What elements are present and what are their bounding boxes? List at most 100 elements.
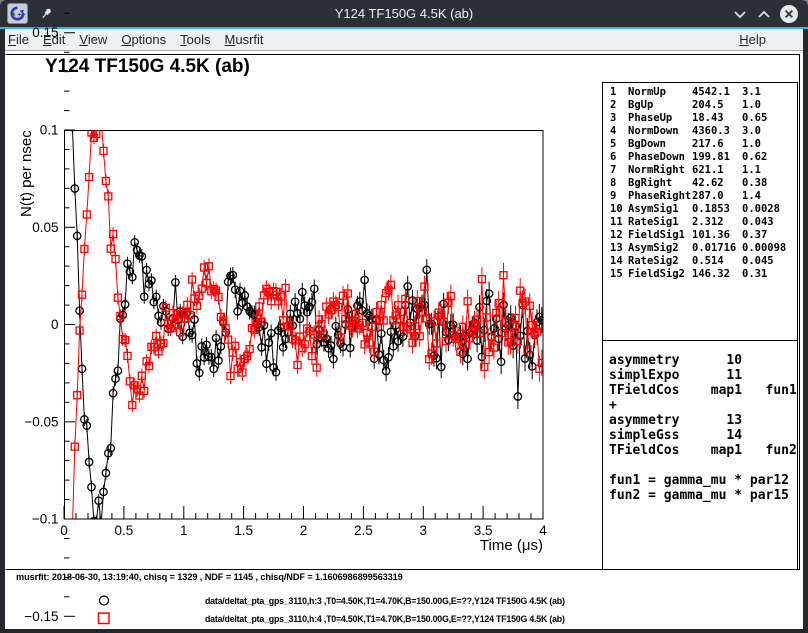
fit-param-error: 0.65 xyxy=(742,112,797,125)
fit-param-name: BgDown xyxy=(628,138,692,151)
fit-param-value: 18.43 xyxy=(692,112,742,125)
fit-param-name: NormUp xyxy=(628,86,692,99)
theory-box: asymmetry 10 simplExpo 11 TFieldCos map1… xyxy=(602,341,798,570)
fit-param-n: 7 xyxy=(610,164,628,177)
fit-param-name: PhaseDown xyxy=(628,151,692,164)
fit-param-value: 287.0 xyxy=(692,190,742,203)
fit-param-value: 217.6 xyxy=(692,138,742,151)
fit-param-error: 0.043 xyxy=(742,216,797,229)
legend-entry-label: data/deltat_pta_gps_3110,h:3 ,T0=4.50K,T… xyxy=(205,596,565,606)
fit-param-error: 3.0 xyxy=(742,125,797,138)
svg-text:−0.15: −0.15 xyxy=(24,609,58,624)
svg-text:4: 4 xyxy=(539,523,547,538)
fit-param-value: 0.01716 xyxy=(692,242,742,255)
fit-param-row: 11RateSig12.3120.043 xyxy=(603,216,797,229)
fit-param-error: 1.0 xyxy=(742,138,797,151)
fit-param-name: FieldSig2 xyxy=(628,268,692,281)
fit-param-row: 10AsymSig10.18530.0028 xyxy=(603,203,797,216)
svg-text:2.5: 2.5 xyxy=(354,523,373,538)
fit-param-error: 1.1 xyxy=(742,164,797,177)
fit-param-n: 12 xyxy=(610,229,628,242)
fit-param-error: 0.37 xyxy=(742,229,797,242)
fit-param-value: 146.32 xyxy=(692,268,742,281)
svg-text:−0.05: −0.05 xyxy=(24,414,58,429)
fit-param-row: 9PhaseRight287.01.4 xyxy=(603,190,797,203)
plot-title: Y124 TF150G 4.5K (ab) xyxy=(45,56,250,78)
fit-param-n: 6 xyxy=(610,151,628,164)
musrview-window: ++ Y124 TF150G 4.5K (ab) FileEditViewOpt… xyxy=(0,0,808,633)
svg-text:1.5: 1.5 xyxy=(234,523,253,538)
fit-param-error: 0.62 xyxy=(742,151,797,164)
fit-param-n: 8 xyxy=(610,177,628,190)
fit-param-value: 204.5 xyxy=(692,99,742,112)
svg-text:N(t) per nsec: N(t) per nsec xyxy=(18,130,35,217)
fit-param-value: 0.1853 xyxy=(692,203,742,216)
fit-param-n: 15 xyxy=(610,268,628,281)
fit-param-row: 14RateSig20.5140.045 xyxy=(603,255,797,268)
fit-param-row: 13AsymSig20.017160.00098 xyxy=(603,242,797,255)
fit-parameters-rows: 1NormUp4542.13.12BgUp204.51.03PhaseUp18.… xyxy=(603,83,797,281)
svg-text:1: 1 xyxy=(180,523,188,538)
fit-param-name: BgRight xyxy=(628,177,692,190)
fit-param-value: 101.36 xyxy=(692,229,742,242)
fit-param-value: 4360.3 xyxy=(692,125,742,138)
svg-text:2: 2 xyxy=(300,523,308,538)
svg-text:0.5: 0.5 xyxy=(115,523,134,538)
svg-text:0.05: 0.05 xyxy=(32,220,58,235)
fit-param-error: 3.1 xyxy=(742,86,797,99)
fit-param-error: 0.31 xyxy=(742,268,797,281)
fit-param-name: RateSig1 xyxy=(628,216,692,229)
fit-param-name: AsymSig2 xyxy=(628,242,692,255)
svg-text:0.1: 0.1 xyxy=(40,123,59,138)
svg-text:0: 0 xyxy=(60,523,68,538)
fit-param-n: 5 xyxy=(610,138,628,151)
fit-param-name: AsymSig1 xyxy=(628,203,692,216)
fit-param-name: NormRight xyxy=(628,164,692,177)
svg-text:3: 3 xyxy=(420,523,428,538)
fit-param-error: 0.045 xyxy=(742,255,797,268)
fit-param-n: 10 xyxy=(610,203,628,216)
fit-param-value: 2.312 xyxy=(692,216,742,229)
fit-param-n: 11 xyxy=(610,216,628,229)
fit-param-n: 4 xyxy=(610,125,628,138)
fit-param-n: 3 xyxy=(610,112,628,125)
fit-param-name: FieldSig1 xyxy=(628,229,692,242)
svg-text:0.15: 0.15 xyxy=(32,25,58,40)
theory-text: asymmetry 10 simplExpo 11 TFieldCos map1… xyxy=(603,341,797,503)
fit-param-value: 199.81 xyxy=(692,151,742,164)
fit-param-n: 14 xyxy=(610,255,628,268)
fit-param-error: 1.4 xyxy=(742,190,797,203)
fit-param-name: BgUp xyxy=(628,99,692,112)
fit-param-row: 4NormDown4360.33.0 xyxy=(603,125,797,138)
fit-param-value: 621.1 xyxy=(692,164,742,177)
fit-param-row: 7NormRight621.11.1 xyxy=(603,164,797,177)
fit-param-row: 3PhaseUp18.430.65 xyxy=(603,112,797,125)
fit-param-value: 42.62 xyxy=(692,177,742,190)
fit-param-row: 2BgUp204.51.0 xyxy=(603,99,797,112)
legend-entry-label: data/deltat_pta_gps_3110,h:4 ,T0=4.50K,T… xyxy=(205,614,565,624)
fit-parameters-box: 1NormUp4542.13.12BgUp204.51.03PhaseUp18.… xyxy=(602,82,798,341)
fit-param-row: 5BgDown217.61.0 xyxy=(603,138,797,151)
fit-param-name: PhaseUp xyxy=(628,112,692,125)
fit-param-name: NormDown xyxy=(628,125,692,138)
fit-param-error: 0.00098 xyxy=(742,242,797,255)
fit-status-text: musrfit: 2018-06-30, 13:19:40, chisq = 1… xyxy=(16,572,403,582)
svg-text:0: 0 xyxy=(51,317,59,332)
fit-param-row: 6PhaseDown199.810.62 xyxy=(603,151,797,164)
svg-text:Time (μs): Time (μs) xyxy=(480,537,543,554)
fit-param-error: 1.0 xyxy=(742,99,797,112)
svg-text:3.5: 3.5 xyxy=(474,523,493,538)
fit-param-row: 8BgRight42.620.38 xyxy=(603,177,797,190)
fit-param-error: 0.38 xyxy=(742,177,797,190)
fit-param-n: 13 xyxy=(610,242,628,255)
fit-param-row: 12FieldSig1101.360.37 xyxy=(603,229,797,242)
fit-param-n: 2 xyxy=(610,99,628,112)
fit-param-row: 1NormUp4542.13.1 xyxy=(603,86,797,99)
fit-param-row: 15FieldSig2146.320.31 xyxy=(603,268,797,281)
fit-param-name: RateSig2 xyxy=(628,255,692,268)
fit-param-value: 4542.1 xyxy=(692,86,742,99)
svg-text:−0.1: −0.1 xyxy=(32,512,59,527)
fit-param-n: 1 xyxy=(610,86,628,99)
fit-param-name: PhaseRight xyxy=(628,190,692,203)
fit-param-n: 9 xyxy=(610,190,628,203)
